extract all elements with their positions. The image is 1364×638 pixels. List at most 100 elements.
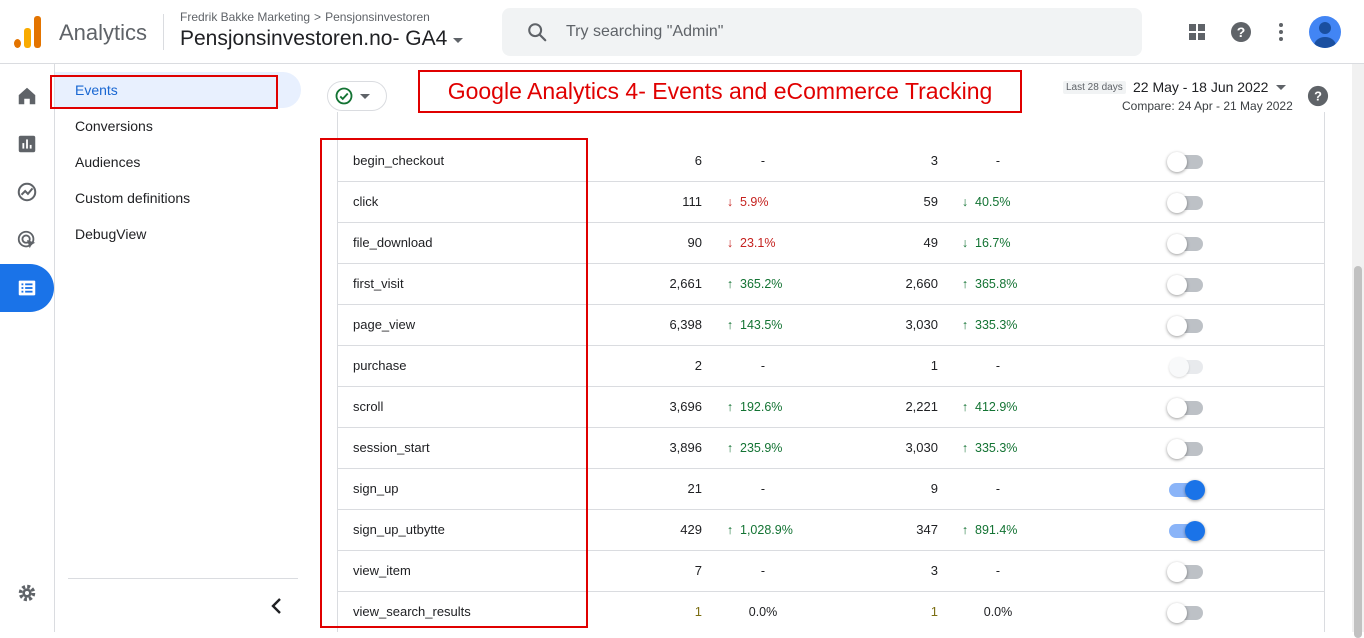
change-value: 412.9% <box>975 400 1018 414</box>
rail-admin[interactable] <box>0 569 54 617</box>
table-row[interactable]: view_item 7 - 3 - <box>338 551 1324 592</box>
subnav-item-conversions[interactable]: Conversions <box>75 118 153 134</box>
change-value: 335.3% <box>975 318 1018 332</box>
event-name[interactable]: scroll <box>353 399 384 414</box>
rail-reports[interactable] <box>0 120 54 168</box>
table-row[interactable]: sign_up_utbytte 429 ↑ 1,028.9% 347 ↑ 891.4% <box>338 510 1324 551</box>
user-count: 9 <box>930 481 938 496</box>
event-name[interactable]: page_view <box>353 317 416 332</box>
change-value: 365.8% <box>975 277 1018 291</box>
arrow-up-icon: ↑ <box>961 523 969 537</box>
mark-as-conversion-toggle[interactable] <box>1167 234 1203 254</box>
mark-as-conversion-toggle[interactable] <box>1167 439 1203 459</box>
event-name[interactable]: click <box>353 194 379 209</box>
rail-explore[interactable] <box>0 168 54 216</box>
chevron-left-icon[interactable] <box>265 594 289 618</box>
table-row[interactable]: purchase 2 - 1 - <box>338 346 1324 387</box>
subnav-item-events[interactable]: Events <box>55 72 301 108</box>
event-count: 429 <box>680 522 702 537</box>
toggle-knob <box>1169 357 1189 377</box>
subnav-item-custom-definitions[interactable]: Custom definitions <box>75 190 191 206</box>
analytics-logo-icon[interactable] <box>14 16 42 48</box>
mark-as-conversion-toggle[interactable] <box>1167 316 1203 336</box>
mark-as-conversion-toggle[interactable] <box>1167 562 1203 582</box>
app-name: Analytics <box>59 20 148 45</box>
event-name[interactable]: first_visit <box>353 276 404 291</box>
search-bar[interactable] <box>502 8 1142 56</box>
mark-as-conversion-toggle[interactable] <box>1167 603 1203 623</box>
mark-as-conversion-toggle[interactable] <box>1167 275 1203 295</box>
more-vert-icon[interactable] <box>1269 20 1293 44</box>
change-value: 192.6% <box>740 400 783 414</box>
event-name[interactable]: purchase <box>353 358 407 373</box>
help-icon[interactable]: ? <box>1229 20 1253 44</box>
apps-grid-icon[interactable] <box>1185 20 1209 44</box>
filter-status-chip[interactable] <box>327 81 387 111</box>
mark-as-conversion-toggle[interactable] <box>1169 521 1205 541</box>
change-value: - <box>760 154 766 168</box>
rail-advertising[interactable] <box>0 216 54 264</box>
table-row[interactable]: first_visit 2,661 ↑ 365.2% 2,660 ↑ 365.8% <box>338 264 1324 305</box>
user-count: 1 <box>930 358 938 373</box>
date-range-label: Last 28 days <box>1063 81 1126 94</box>
mark-as-conversion-toggle[interactable] <box>1167 193 1203 213</box>
help-icon[interactable]: ? <box>1307 85 1329 107</box>
event-count: 3,896 <box>669 440 702 455</box>
rail-configure[interactable] <box>0 264 54 312</box>
table-row[interactable]: click 111 ↓ 5.9% 59 ↓ 40.5% <box>338 182 1324 223</box>
change-indicator: ↑ 365.8% <box>958 264 1038 304</box>
change-indicator: 0.0% <box>958 592 1038 632</box>
arrow-up-icon: ↑ <box>961 400 969 414</box>
property-selector[interactable]: Pensjonsinvestoren.no- GA4 <box>180 27 464 51</box>
subnav-item-audiences[interactable]: Audiences <box>75 154 141 170</box>
arrow-up-icon: ↑ <box>726 400 734 414</box>
event-name[interactable]: begin_checkout <box>353 153 445 168</box>
rail-home[interactable] <box>0 72 54 120</box>
user-count: 2,660 <box>905 276 938 291</box>
subnav-item-debugview[interactable]: DebugView <box>75 226 147 242</box>
change-indicator: ↑ 1,028.9% <box>723 510 803 550</box>
user-count: 1 <box>930 604 938 619</box>
arrow-down-icon: ↓ <box>726 236 734 250</box>
change-indicator: - <box>723 469 803 509</box>
mark-as-conversion-toggle[interactable] <box>1167 398 1203 418</box>
divider <box>163 14 164 50</box>
date-range-picker[interactable]: 22 May - 18 Jun 2022 <box>1133 79 1287 95</box>
event-count: 2 <box>694 358 702 373</box>
mark-as-conversion-toggle[interactable] <box>1167 152 1203 172</box>
arrow-down-icon: ↓ <box>961 195 969 209</box>
change-value: - <box>995 564 1001 578</box>
scrollbar-thumb[interactable] <box>1354 266 1362 638</box>
change-indicator: - <box>723 346 803 386</box>
event-name[interactable]: view_search_results <box>353 604 471 619</box>
table-row[interactable]: scroll 3,696 ↑ 192.6% 2,221 ↑ 412.9% <box>338 387 1324 428</box>
user-count: 2,221 <box>905 399 938 414</box>
breadcrumb[interactable]: Fredrik Bakke Marketing > Pensjonsinvestor… <box>180 10 430 24</box>
user-count: 59 <box>923 194 938 209</box>
table-row[interactable]: sign_up 21 - 9 - <box>338 469 1324 510</box>
arrow-up-icon: ↑ <box>961 441 969 455</box>
table-row[interactable]: page_view 6,398 ↑ 143.5% 3,030 ↑ 335.3% <box>338 305 1324 346</box>
event-name[interactable]: sign_up_utbytte <box>353 522 445 537</box>
change-value: 5.9% <box>740 195 769 209</box>
table-row[interactable]: file_download 90 ↓ 23.1% 49 ↓ 16.7% <box>338 223 1324 264</box>
change-value: 0.0% <box>748 605 778 619</box>
event-name[interactable]: file_download <box>353 235 433 250</box>
change-indicator: ↓ 23.1% <box>723 223 803 263</box>
event-name[interactable]: session_start <box>353 440 430 455</box>
change-indicator: - <box>958 346 1038 386</box>
table-row[interactable]: begin_checkout 6 - 3 - <box>338 141 1324 182</box>
mark-as-conversion-toggle[interactable] <box>1169 480 1205 500</box>
user-count: 49 <box>923 235 938 250</box>
annotation-banner: Google Analytics 4- Events and eCommerce… <box>418 70 1022 113</box>
scrollbar[interactable] <box>1352 64 1364 638</box>
change-indicator: 0.0% <box>723 592 803 632</box>
table-row[interactable]: session_start 3,896 ↑ 235.9% 3,030 ↑ 335.3% <box>338 428 1324 469</box>
table-row[interactable]: view_search_results 1 0.0% 1 0.0% <box>338 592 1324 632</box>
event-name[interactable]: sign_up <box>353 481 399 496</box>
change-indicator: ↑ 335.3% <box>958 428 1038 468</box>
arrow-up-icon: ↑ <box>726 523 734 537</box>
search-input[interactable] <box>566 23 1086 41</box>
avatar[interactable] <box>1309 16 1341 48</box>
event-name[interactable]: view_item <box>353 563 411 578</box>
